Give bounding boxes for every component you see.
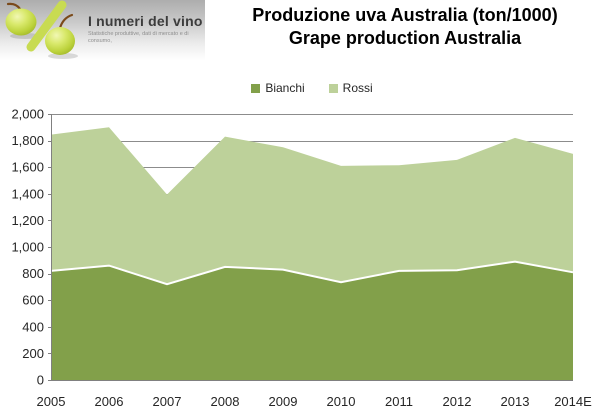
x-tick-label: 2009: [269, 394, 298, 409]
y-tick-label: 1,800: [11, 133, 44, 148]
y-tick-label: 1,000: [11, 240, 44, 255]
x-tick-label: 2013: [501, 394, 530, 409]
x-tick-label: 2014E: [554, 394, 592, 409]
chart-title-line1: Produzione uva Australia (ton/1000): [252, 5, 558, 25]
legend-item-rossi: Rossi: [328, 81, 373, 95]
y-tick-label: 1,600: [11, 160, 44, 175]
y-tick-label: 800: [22, 266, 44, 281]
x-tick-label: 2012: [443, 394, 472, 409]
site-tagline: Statistiche produttive, dati di mercato …: [88, 31, 189, 44]
chart-title-line2: Grape production Australia: [288, 28, 522, 48]
x-tick-label: 2010: [327, 394, 356, 409]
legend-label-bianchi: Bianchi: [265, 81, 305, 95]
area-bianchi: [51, 261, 573, 380]
y-tick-label: 1,200: [11, 213, 44, 228]
rossi-swatch-icon: [328, 83, 338, 93]
legend-item-bianchi: Bianchi: [251, 81, 305, 95]
y-tick-label: 1,400: [11, 186, 44, 201]
x-tick-label: 2011: [385, 394, 413, 409]
chart-legend: Bianchi Rossi: [51, 80, 573, 96]
y-tick-label: 400: [22, 319, 44, 334]
series-divider: [50, 260, 574, 286]
x-tick-label: 2005: [37, 394, 66, 409]
x-tick-label: 2008: [211, 394, 240, 409]
y-tick-label: 2,000: [11, 107, 44, 122]
bianchi-swatch-icon: [251, 83, 261, 93]
legend-label-rossi: Rossi: [342, 81, 373, 95]
y-tick-label: 200: [22, 346, 44, 361]
x-tick-label: 2006: [95, 394, 124, 409]
grapes-percent-icon: [5, 0, 78, 59]
chart-title: Produzione uva Australia (ton/1000) Grap…: [200, 4, 610, 50]
site-name: I numeri del vino: [88, 13, 203, 29]
y-tick-label: 0: [37, 373, 44, 388]
y-tick-label: 600: [22, 293, 44, 308]
site-logo: I numeri del vino Statistiche produttive…: [0, 0, 205, 62]
x-tick-label: 2007: [153, 394, 182, 409]
